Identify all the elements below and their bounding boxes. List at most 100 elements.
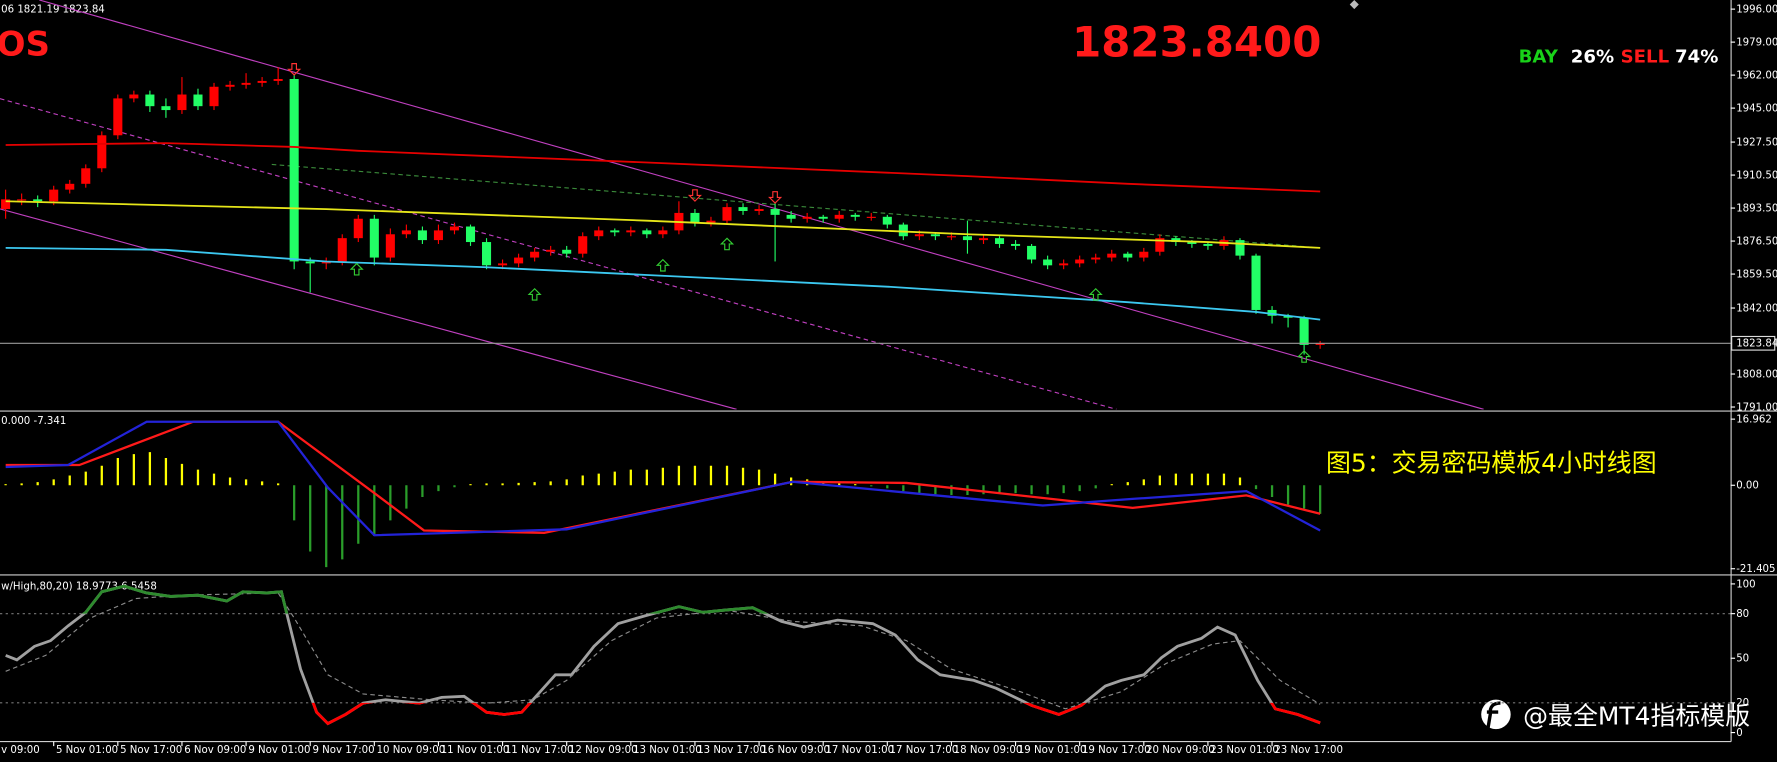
y-tick-label: 1962.00: [1736, 71, 1777, 82]
y-tick-label: 1979.00: [1736, 38, 1777, 49]
candle-body: [1283, 315, 1293, 318]
candle-body: [626, 230, 636, 233]
candle-body: [417, 230, 427, 241]
candle-body: [770, 209, 780, 215]
signal-arrow: [719, 237, 735, 251]
y-tick-label: 1996.00: [1736, 5, 1777, 16]
candle-body: [546, 249, 556, 252]
candle-body: [866, 216, 876, 218]
trendline: [0, 98, 1117, 410]
candle-body: [914, 234, 924, 237]
macd-header: 0.000 -7.341: [1, 416, 66, 427]
x-tick-label: 6 Nov 09:00: [184, 745, 246, 756]
candle-body: [17, 199, 27, 201]
y-tick-label: 1927.50: [1736, 137, 1777, 148]
candle-body: [433, 230, 443, 241]
x-tick-label: 16 Nov 09:00: [761, 745, 830, 756]
y-tick-label: 16.962: [1736, 415, 1772, 426]
candle-body: [1267, 309, 1277, 316]
sentiment-label: SELL: [1621, 46, 1670, 67]
candle-body: [1107, 253, 1117, 258]
candle-body: [1315, 343, 1325, 345]
y-tick-label: 1893.50: [1736, 203, 1777, 214]
candle-body: [97, 135, 107, 169]
sentiment-label: BAY: [1519, 46, 1559, 67]
candle-body: [193, 94, 203, 107]
level-highlight: [81, 584, 769, 614]
x-tick-label: 5 Nov 01:00: [56, 745, 118, 756]
candle-body: [1075, 259, 1085, 264]
candle-body: [706, 220, 716, 223]
x-tick-label: 9 Nov 17:00: [312, 745, 374, 756]
candle-body: [802, 216, 812, 219]
signal-arrow: [687, 189, 702, 202]
candle-body: [1123, 253, 1133, 258]
candle-body: [1059, 263, 1069, 266]
candle-body: [1091, 257, 1101, 260]
candle-body: [113, 98, 123, 136]
candle-body: [962, 236, 972, 241]
candle-body: [1251, 255, 1261, 310]
candle-body: [898, 224, 908, 237]
x-tick-label: 23 Nov 01:00: [1210, 745, 1279, 756]
signal-arrow: [287, 63, 302, 76]
candle-body: [241, 82, 251, 85]
x-tick-label: 19 Nov 17:00: [1082, 745, 1151, 756]
candle-body: [1235, 240, 1245, 256]
candle-body: [850, 214, 860, 217]
x-tick-label: 19 Nov 01:00: [1018, 745, 1087, 756]
y-tick-label: 1791.00: [1736, 402, 1777, 413]
signal-arrow: [768, 191, 783, 204]
candle-body: [225, 84, 235, 87]
y-tick-label: 100: [1736, 579, 1755, 590]
sentiment-value: 26%: [1571, 46, 1614, 67]
annotation: 图5：交易密码模板4小时线图: [1326, 449, 1657, 478]
candle-body: [498, 263, 508, 266]
candle-body: [161, 106, 171, 111]
candle-body: [305, 261, 315, 264]
candle-body: [562, 249, 572, 254]
candle-body: [449, 226, 460, 231]
candle-body: [289, 78, 299, 262]
shift-marker: [1349, 0, 1359, 10]
candle-body: [273, 78, 283, 81]
symbol: OS: [0, 25, 50, 65]
last-price-box: [1731, 335, 1776, 351]
candle-body: [401, 230, 411, 235]
y-tick-label: 1910.50: [1736, 170, 1777, 181]
logo-glyph: [1486, 701, 1501, 729]
candle-body: [1299, 317, 1309, 345]
x-tick-label: 10 Nov 09:00: [377, 745, 446, 756]
x-tick-label: 12 Nov 09:00: [569, 745, 638, 756]
y-tick-label: 1876.50: [1736, 236, 1777, 247]
candle-body: [530, 251, 540, 258]
moving-average: [5, 142, 1321, 193]
candle-body: [145, 94, 155, 107]
moving-average: [5, 200, 1321, 249]
candle-body: [834, 214, 844, 219]
candle-body: [978, 238, 989, 241]
signal-arrow: [1297, 350, 1312, 363]
macd-line: [5, 420, 1321, 537]
sentiment-value: 74%: [1675, 46, 1718, 67]
candle-body: [642, 230, 652, 235]
trendline: [271, 163, 1321, 249]
x-tick-label: 17 Nov 17:00: [890, 745, 959, 756]
main-header: 06 1821.19 1823.84: [1, 4, 105, 15]
candle-body: [209, 86, 219, 107]
candle-body: [738, 207, 748, 211]
signal-arrow: [349, 262, 364, 276]
y-tick-label: 0: [1736, 728, 1742, 739]
candle-body: [514, 257, 524, 264]
candle-body: [385, 234, 395, 258]
candle-body: [1187, 242, 1197, 244]
panel: [0, 0, 1731, 410]
candle-body: [594, 230, 604, 237]
watermark-logo: [1481, 699, 1511, 730]
last-price-label: 1823.84: [1736, 339, 1777, 350]
candle-body: [337, 238, 347, 262]
panel: [4, 420, 1322, 568]
signal-arrow: [1088, 287, 1103, 301]
x-tick-label: 20 Nov 09:00: [1146, 745, 1215, 756]
